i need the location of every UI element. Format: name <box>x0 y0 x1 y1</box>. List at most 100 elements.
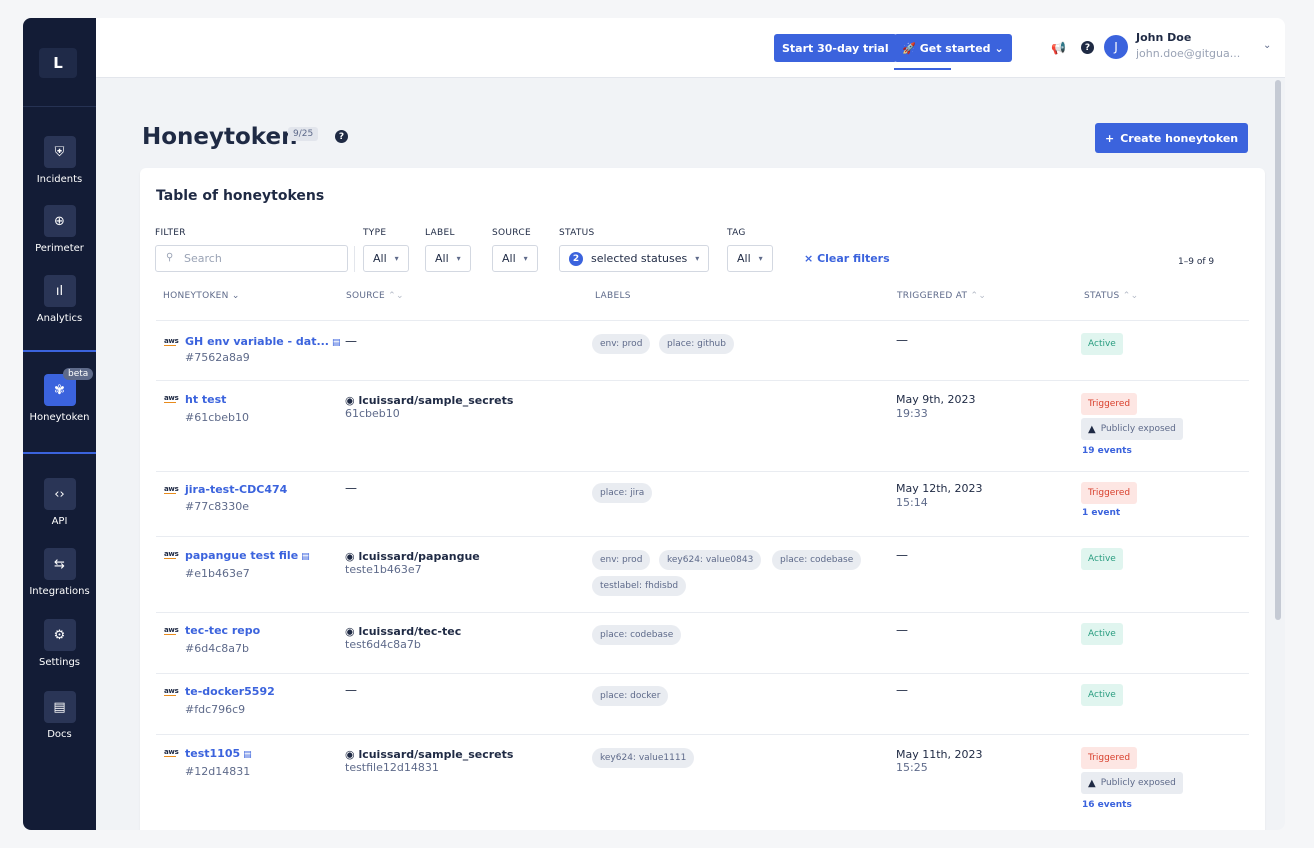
honeytoken-name-link[interactable]: tec-tec repo <box>185 624 261 637</box>
exposure-badge: ▲ Publicly exposed <box>1081 418 1183 440</box>
honeytoken-name-link[interactable]: ht test <box>185 393 227 406</box>
chevron-down-icon[interactable]: ⌄ <box>1263 40 1272 51</box>
tag-select[interactable]: All ▾ <box>727 245 773 272</box>
honeytoken-name-link[interactable]: te-docker5592 <box>185 685 275 698</box>
status-select[interactable]: 2 selected statuses ▾ <box>559 245 710 272</box>
search-input[interactable]: Search <box>155 245 348 272</box>
sidebar-item-label: Incidents <box>36 174 83 185</box>
help-icon[interactable]: ? <box>1081 41 1094 54</box>
sidebar-item-incidents[interactable]: ⛨ Incidents <box>23 136 96 185</box>
honeytoken-name-link[interactable]: papangue test file ▤ <box>185 549 310 562</box>
sidebar-divider <box>23 106 96 107</box>
empty-source: — <box>345 683 357 697</box>
chevron-down-icon: ▾ <box>695 254 700 263</box>
sidebar-item-integrations[interactable]: ⇆ Integrations <box>23 548 96 597</box>
honeycomb-icon: ✾ <box>43 374 76 406</box>
row-divider <box>156 536 1249 537</box>
honeytoken-name-link[interactable]: test1105 ▤ <box>185 747 252 760</box>
label-chip: env: prod <box>592 334 651 354</box>
honeytoken-name-link[interactable]: GH env variable - dat... ▤ <box>185 335 341 348</box>
status-badge: Active <box>1081 623 1123 645</box>
book-icon: ▤ <box>43 691 76 723</box>
triggered-date: May 12th, 2023 <box>896 482 983 495</box>
empty-triggered-at: — <box>896 683 908 697</box>
sidebar-item-honeytoken[interactable]: ✾ beta Honeytoken <box>23 368 96 423</box>
tag-select-value: All <box>737 252 751 265</box>
help-icon[interactable]: ? <box>335 130 348 143</box>
sidebar-item-docs[interactable]: ▤ Docs <box>23 691 96 740</box>
honeytoken-id: #e1b463e7 <box>185 567 250 580</box>
column-header-triggered-at[interactable]: TRIGGERED AT ⌃⌄ <box>897 291 986 301</box>
label-chip: env: prod <box>592 550 651 570</box>
source-repo-link[interactable]: ◉ lcuissard/tec-tec <box>345 625 462 638</box>
rocket-icon: 🚀 <box>902 41 916 55</box>
avatar[interactable]: J <box>1104 35 1128 59</box>
chevron-down-icon: ⌄ <box>994 41 1004 55</box>
close-icon: × <box>804 252 814 265</box>
beta-badge: beta <box>63 368 94 380</box>
plus-icon: + <box>1105 131 1115 145</box>
sort-icon: ⌃⌄ <box>970 291 987 301</box>
aws-icon: aws <box>164 550 179 558</box>
exposure-badge: ▲ Publicly exposed <box>1081 772 1183 794</box>
clear-filters-button[interactable]: × Clear filters <box>804 252 890 265</box>
user-name[interactable]: John Doe <box>1136 31 1192 44</box>
filter-divider <box>354 246 355 272</box>
honeytoken-name-link[interactable]: jira-test-CDC474 <box>185 483 288 496</box>
sidebar-item-perimeter[interactable]: ⊕ Perimeter <box>23 205 96 254</box>
label-select[interactable]: All ▾ <box>425 245 471 272</box>
source-select-value: All <box>502 252 516 265</box>
gear-icon: ⚙ <box>43 619 76 651</box>
row-divider <box>156 471 1249 472</box>
honeytoken-id: #7562a8a9 <box>185 351 250 364</box>
pagination-range: 1–9 of 9 <box>1178 257 1215 267</box>
source-repo-link[interactable]: ◉ lcuissard/sample_secrets <box>345 394 514 407</box>
aws-icon: aws <box>164 687 179 695</box>
book-icon: ▤ <box>301 552 310 562</box>
events-link[interactable]: 1 event <box>1082 508 1121 518</box>
row-divider <box>156 612 1249 613</box>
create-honeytoken-label: Create honeytoken <box>1120 131 1239 145</box>
aws-icon: aws <box>164 748 179 756</box>
triggered-time: 15:14 <box>896 496 928 509</box>
warning-icon: ▲ <box>1088 423 1096 435</box>
source-repo-link[interactable]: ◉ lcuissard/sample_secrets <box>345 748 514 761</box>
column-header-status[interactable]: STATUS ⌃⌄ <box>1084 291 1138 301</box>
label-chip: place: docker <box>592 686 669 706</box>
events-link[interactable]: 16 events <box>1082 800 1132 810</box>
sidebar-item-label: Perimeter <box>35 243 84 254</box>
book-icon: ▤ <box>332 338 341 348</box>
sidebar-item-label: API <box>51 516 68 527</box>
book-icon: ▤ <box>243 750 252 760</box>
sidebar-item-settings[interactable]: ⚙ Settings <box>23 619 96 668</box>
type-select[interactable]: All ▾ <box>363 245 409 272</box>
start-trial-button[interactable]: Start 30-day trial <box>774 34 897 62</box>
sidebar-item-analytics[interactable]: ıl Analytics <box>23 275 96 324</box>
megaphone-icon[interactable]: 📢 <box>1051 41 1066 55</box>
create-honeytoken-button[interactable]: + Create honeytoken <box>1095 123 1249 153</box>
get-started-button[interactable]: 🚀 Get started ⌄ <box>894 34 1012 62</box>
sidebar-item-label: Docs <box>47 729 72 740</box>
app-frame: L ⛨ Incidents ⊕ Perimeter ıl Analytics ✾… <box>23 18 1285 830</box>
source-select[interactable]: All ▾ <box>492 245 538 272</box>
column-header-honeytoken[interactable]: HONEYTOKEN ⌄ <box>163 291 240 301</box>
label-chip: key624: value1111 <box>592 748 695 768</box>
link-icon: ⇆ <box>43 548 76 580</box>
events-link[interactable]: 19 events <box>1082 446 1132 456</box>
sidebar-item-label: Honeytoken <box>29 412 90 423</box>
clear-filters-label: Clear filters <box>817 252 890 265</box>
shield-icon: ⛨ <box>43 136 76 168</box>
label-chip: place: github <box>659 334 734 354</box>
honeytoken-id: #77c8330e <box>185 500 250 513</box>
workspace-logo[interactable]: L <box>39 48 77 78</box>
scrollbar[interactable] <box>1275 80 1281 620</box>
status-badge: Triggered <box>1081 482 1138 504</box>
label-filter-label: LABEL <box>425 228 455 238</box>
sidebar-item-api[interactable]: ‹› API <box>23 478 96 527</box>
empty-source: — <box>345 481 357 495</box>
column-header-label: STATUS <box>1084 291 1120 301</box>
empty-source: — <box>345 334 357 348</box>
column-header-source[interactable]: SOURCE ⌃⌄ <box>346 291 404 301</box>
source-repo-link[interactable]: ◉ lcuissard/papangue <box>345 550 480 563</box>
source-file: testfile12d14831 <box>345 761 439 774</box>
